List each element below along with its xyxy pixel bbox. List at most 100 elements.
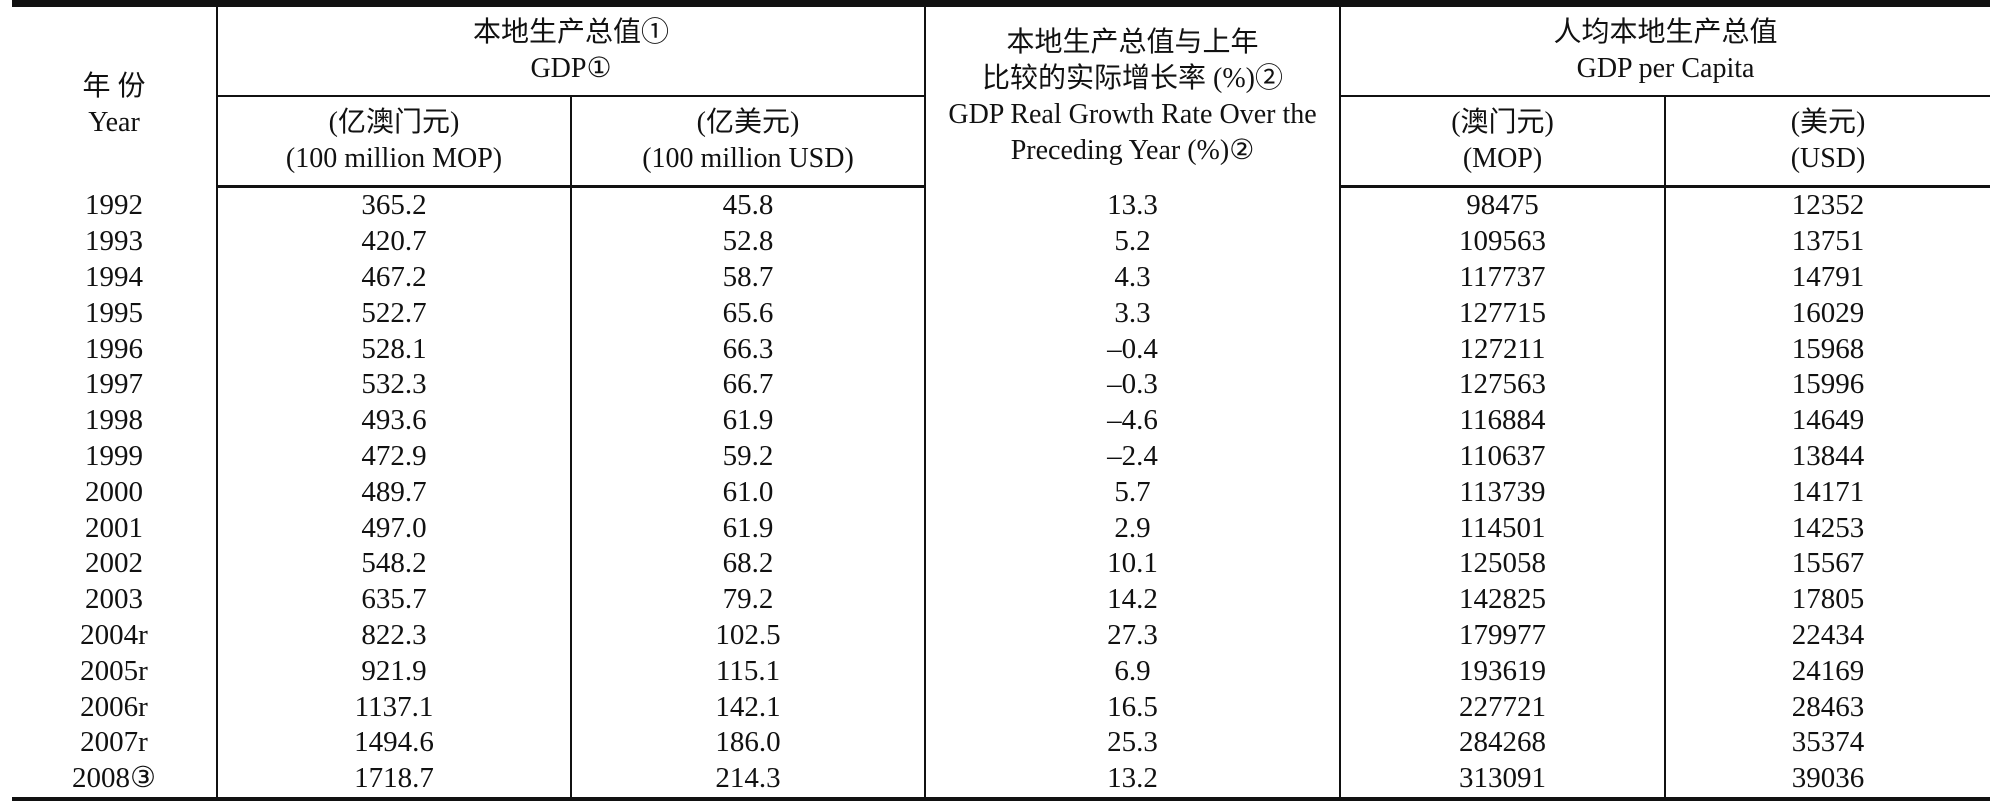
per-capita-usd-cell: 15968 [1664, 331, 1991, 367]
year-cell: 1998 [85, 404, 143, 437]
per-capita-usd-subheader-en: (USD) [1790, 143, 1866, 174]
gdp-header-en: GDP① [530, 53, 612, 84]
per-capita-usd-cell: 14171 [1664, 474, 1991, 511]
growth-cell: 27.3 [924, 617, 1341, 654]
gdp-usd-cell: 52.8 [569, 223, 926, 260]
table-row: 1996 528.1 66.3 –0.4 127211 15968 [12, 331, 1991, 367]
gdp-usd-subheader-en: (100 million USD) [642, 143, 854, 174]
gdp-usd-cell: 142.1 [569, 689, 926, 725]
per-capita-usd-cell: 12352 [1664, 186, 1991, 224]
year-cell: 1994 [85, 260, 143, 293]
per-capita-usd-cell: 28463 [1664, 689, 1991, 725]
per-capita-usd-cell: 39036 [1664, 760, 1991, 801]
gdp-mop-cell: 489.7 [216, 474, 571, 511]
per-capita-usd-cell: 13751 [1664, 223, 1991, 260]
per-capita-mop-cell: 227721 [1339, 689, 1666, 725]
gdp-statistics-page: 年 份 Year 本地生产总值① GDP① 本地生产总值与上年 比较的实际增长率… [12, 0, 1991, 806]
year-cell: 2001 [85, 511, 143, 544]
gdp-mop-cell: 472.9 [216, 438, 571, 475]
table-row: 2004r 822.3 102.5 27.3 179977 22434 [12, 617, 1991, 654]
growth-cell: 10.1 [924, 545, 1341, 582]
per-capita-mop-cell: 193619 [1339, 653, 1666, 690]
growth-header-en-2: Preceding Year (%)② [1010, 134, 1255, 166]
table-row: 2002 548.2 68.2 10.1 125058 15567 [12, 545, 1991, 582]
per-capita-mop-cell: 98475 [1339, 186, 1666, 224]
gdp-mop-cell: 365.2 [216, 186, 571, 224]
table-row: 2003 635.7 79.2 14.2 142825 17805 [12, 581, 1991, 618]
gdp-usd-cell: 102.5 [569, 617, 926, 654]
gdp-usd-cell: 66.3 [569, 331, 926, 367]
per-capita-mop-cell: 127563 [1339, 366, 1666, 403]
per-capita-usd-subheader-zh: (美元) [1790, 107, 1866, 138]
gdp-usd-cell: 45.8 [569, 186, 926, 224]
table-row: 1992 365.2 45.8 13.3 98475 12352 [12, 186, 1991, 224]
gdp-usd-cell: 65.6 [569, 295, 926, 332]
per-capita-mop-subheader-zh: (澳门元) [1451, 107, 1554, 138]
per-capita-usd-subheader: (美元) (USD) [1664, 96, 1991, 188]
growth-header-zh-1: 本地生产总值与上年 [1006, 26, 1259, 58]
year-cell: 2007r [80, 726, 148, 759]
table-row: 2001 497.0 61.9 2.9 114501 14253 [12, 510, 1991, 546]
per-capita-usd-cell: 16029 [1664, 295, 1991, 332]
per-capita-header-en: GDP per Capita [1576, 53, 1755, 84]
gdp-mop-cell: 497.0 [216, 510, 571, 546]
per-capita-usd-cell: 35374 [1664, 724, 1991, 761]
table-header: 年 份 Year 本地生产总值① GDP① 本地生产总值与上年 比较的实际增长率… [12, 0, 1991, 188]
per-capita-mop-cell: 117737 [1339, 259, 1666, 296]
table-row: 2000 489.7 61.0 5.7 113739 14171 [12, 474, 1991, 511]
gdp-usd-cell: 68.2 [569, 545, 926, 582]
table-row: 1994 467.2 58.7 4.3 117737 14791 [12, 259, 1991, 296]
gdp-table: 年 份 Year 本地生产总值① GDP① 本地生产总值与上年 比较的实际增长率… [12, 0, 1991, 801]
table-row: 1998 493.6 61.9 –4.6 116884 14649 [12, 402, 1991, 439]
per-capita-mop-subheader: (澳门元) (MOP) [1339, 96, 1666, 188]
gdp-mop-subheader-zh: (亿澳门元) [328, 107, 460, 138]
gdp-usd-subheader: (亿美元) (100 million USD) [569, 96, 926, 188]
per-capita-usd-cell: 15567 [1664, 545, 1991, 582]
per-capita-mop-cell: 109563 [1339, 223, 1666, 260]
per-capita-mop-cell: 142825 [1339, 581, 1666, 618]
gdp-usd-cell: 61.9 [569, 402, 926, 439]
gdp-usd-cell: 66.7 [569, 366, 926, 403]
year-header-zh: 年 份 [82, 70, 146, 102]
gdp-usd-cell: 79.2 [569, 581, 926, 618]
year-cell: 2000 [85, 475, 143, 508]
table-row: 2005r 921.9 115.1 6.9 193619 24169 [12, 653, 1991, 690]
per-capita-mop-cell: 127211 [1339, 331, 1666, 367]
gdp-mop-cell: 1718.7 [216, 760, 571, 801]
gdp-mop-cell: 493.6 [216, 402, 571, 439]
gdp-mop-cell: 528.1 [216, 331, 571, 367]
growth-header-en-1: GDP Real Growth Rate Over the [948, 98, 1317, 130]
growth-cell: –2.4 [924, 438, 1341, 475]
year-header-en: Year [88, 106, 140, 138]
per-capita-usd-cell: 17805 [1664, 581, 1991, 618]
gdp-usd-cell: 186.0 [569, 724, 926, 761]
per-capita-usd-cell: 14791 [1664, 259, 1991, 296]
year-cell: 1999 [85, 439, 143, 472]
growth-header-zh-2: 比较的实际增长率 (%)② [982, 62, 1283, 94]
gdp-mop-cell: 467.2 [216, 259, 571, 296]
growth-cell: –0.3 [924, 366, 1341, 403]
year-cell: 2006r [80, 690, 148, 723]
gdp-usd-cell: 61.9 [569, 510, 926, 546]
per-capita-mop-cell: 116884 [1339, 402, 1666, 439]
year-cell: 1993 [85, 225, 143, 258]
year-cell: 2008③ [12, 760, 217, 801]
gdp-usd-cell: 59.2 [569, 438, 926, 475]
per-capita-mop-cell: 113739 [1339, 474, 1666, 511]
gdp-mop-cell: 548.2 [216, 545, 571, 582]
gdp-mop-subheader: (亿澳门元) (100 million MOP) [216, 96, 571, 188]
gdp-mop-cell: 1494.6 [216, 724, 571, 761]
table-row: 1995 522.7 65.6 3.3 127715 16029 [12, 295, 1991, 332]
per-capita-header-zh: 人均本地生产总值 [1553, 17, 1778, 48]
gdp-mop-subheader-en: (100 million MOP) [285, 143, 503, 174]
per-capita-mop-cell: 313091 [1339, 760, 1666, 801]
year-header: 年 份 Year [12, 0, 217, 187]
per-capita-usd-cell: 15996 [1664, 366, 1991, 403]
per-capita-header: 人均本地生产总值 GDP per Capita [1339, 0, 1991, 97]
year-cell: 1996 [85, 332, 143, 365]
year-cell: 1992 [85, 188, 143, 221]
per-capita-usd-cell: 14649 [1664, 402, 1991, 439]
growth-cell: 13.3 [924, 186, 1341, 224]
year-cell: 2002 [85, 547, 143, 580]
per-capita-usd-cell: 24169 [1664, 653, 1991, 690]
